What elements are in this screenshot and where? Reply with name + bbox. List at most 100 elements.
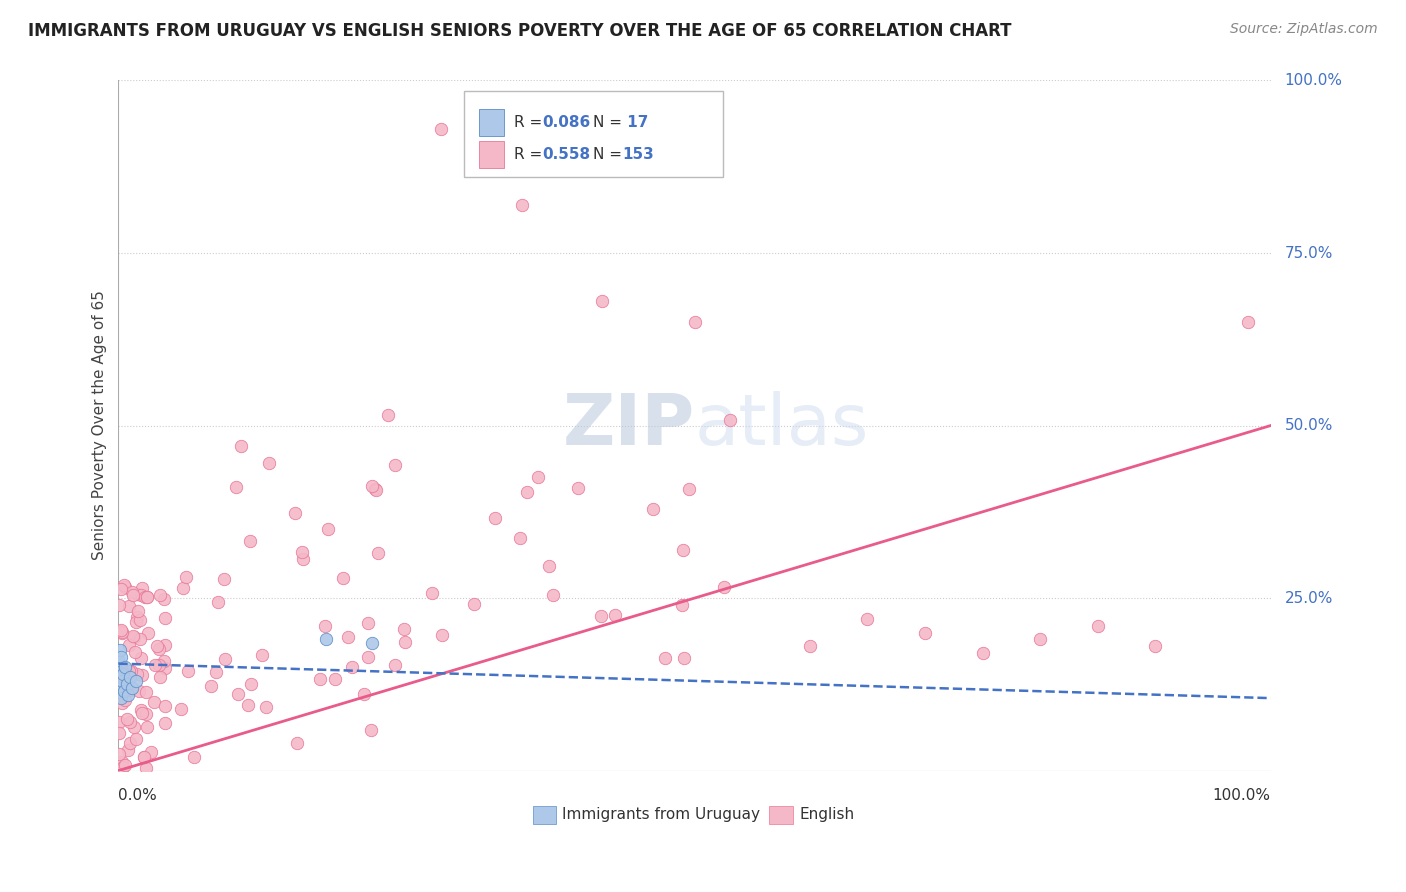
Point: [153, 654, 176, 668]
Point: [107, 664, 129, 678]
Text: 0.086: 0.086: [543, 115, 591, 130]
Text: ZIP: ZIP: [562, 391, 695, 460]
Point: [509, 531, 531, 545]
Point: [110, 624, 132, 639]
Point: [125, 610, 148, 624]
Point: [543, 589, 565, 603]
Point: [254, 700, 277, 714]
Point: [112, 684, 135, 698]
Point: [240, 676, 263, 690]
Point: [114, 668, 136, 682]
Point: [111, 696, 134, 710]
Point: [360, 723, 382, 738]
Point: [353, 687, 375, 701]
Point: [131, 668, 153, 682]
Point: [131, 706, 153, 720]
Point: [121, 584, 143, 599]
Point: [143, 658, 166, 673]
Point: [108, 643, 131, 657]
Point: [153, 698, 176, 713]
Point: [229, 439, 252, 453]
Text: 17: 17: [621, 115, 648, 130]
Text: 0.558: 0.558: [543, 147, 591, 161]
Bar: [479, 109, 505, 136]
Point: [226, 687, 249, 701]
Point: [143, 695, 166, 709]
Point: [111, 756, 134, 770]
Point: [799, 640, 821, 654]
Point: [149, 588, 172, 602]
Point: [129, 588, 152, 602]
Point: [432, 628, 454, 642]
Point: [114, 692, 136, 706]
Point: [292, 552, 315, 566]
Point: [125, 673, 148, 688]
Point: [384, 658, 406, 673]
Point: [641, 502, 664, 516]
Point: [108, 725, 131, 739]
Point: [110, 623, 132, 637]
Text: Source: ZipAtlas.com: Source: ZipAtlas.com: [1230, 22, 1378, 37]
Point: [136, 720, 159, 734]
Text: R =: R =: [513, 147, 547, 161]
Point: [136, 590, 159, 604]
Point: [120, 714, 142, 729]
Point: [284, 506, 307, 520]
Point: [115, 713, 138, 727]
Point: [107, 653, 129, 667]
Point: [107, 714, 129, 729]
Point: [357, 649, 380, 664]
Point: [115, 677, 138, 691]
Text: Immigrants from Uruguay: Immigrants from Uruguay: [562, 806, 761, 822]
Point: [340, 659, 363, 673]
Point: [239, 533, 262, 548]
Point: [110, 664, 132, 678]
Point: [332, 571, 354, 585]
Point: [135, 706, 157, 721]
Point: [139, 745, 162, 759]
Text: atlas: atlas: [695, 391, 869, 460]
Point: [134, 590, 156, 604]
Point: [128, 632, 150, 646]
Point: [207, 595, 229, 609]
Point: [318, 522, 340, 536]
Point: [250, 648, 273, 662]
Point: [114, 660, 136, 674]
Text: 25.0%: 25.0%: [1285, 591, 1333, 606]
Text: 100.0%: 100.0%: [1285, 73, 1343, 88]
Point: [136, 590, 159, 604]
Point: [672, 543, 695, 558]
Point: [361, 636, 384, 650]
Point: [115, 673, 138, 688]
Point: [125, 667, 148, 681]
Point: [110, 649, 132, 664]
Point: [118, 599, 141, 613]
Point: [146, 639, 169, 653]
Point: [204, 665, 226, 680]
FancyBboxPatch shape: [464, 91, 723, 178]
Point: [364, 482, 387, 496]
Point: [128, 683, 150, 698]
Point: [392, 622, 415, 636]
Point: [117, 688, 139, 702]
Point: [360, 479, 382, 493]
Point: [713, 580, 735, 594]
Point: [1236, 315, 1258, 329]
Bar: [479, 141, 505, 168]
Point: [516, 485, 538, 500]
Bar: [769, 805, 793, 823]
Point: [120, 664, 142, 678]
Point: [111, 759, 134, 773]
Point: [200, 679, 222, 693]
Point: [118, 665, 141, 679]
Text: English: English: [800, 806, 855, 822]
Point: [538, 559, 561, 574]
Point: [110, 691, 132, 706]
Point: [125, 587, 148, 601]
Text: N =: N =: [593, 147, 627, 161]
Point: [120, 736, 142, 750]
Point: [122, 629, 145, 643]
Point: [290, 545, 312, 559]
Point: [214, 652, 236, 666]
Point: [172, 582, 194, 596]
